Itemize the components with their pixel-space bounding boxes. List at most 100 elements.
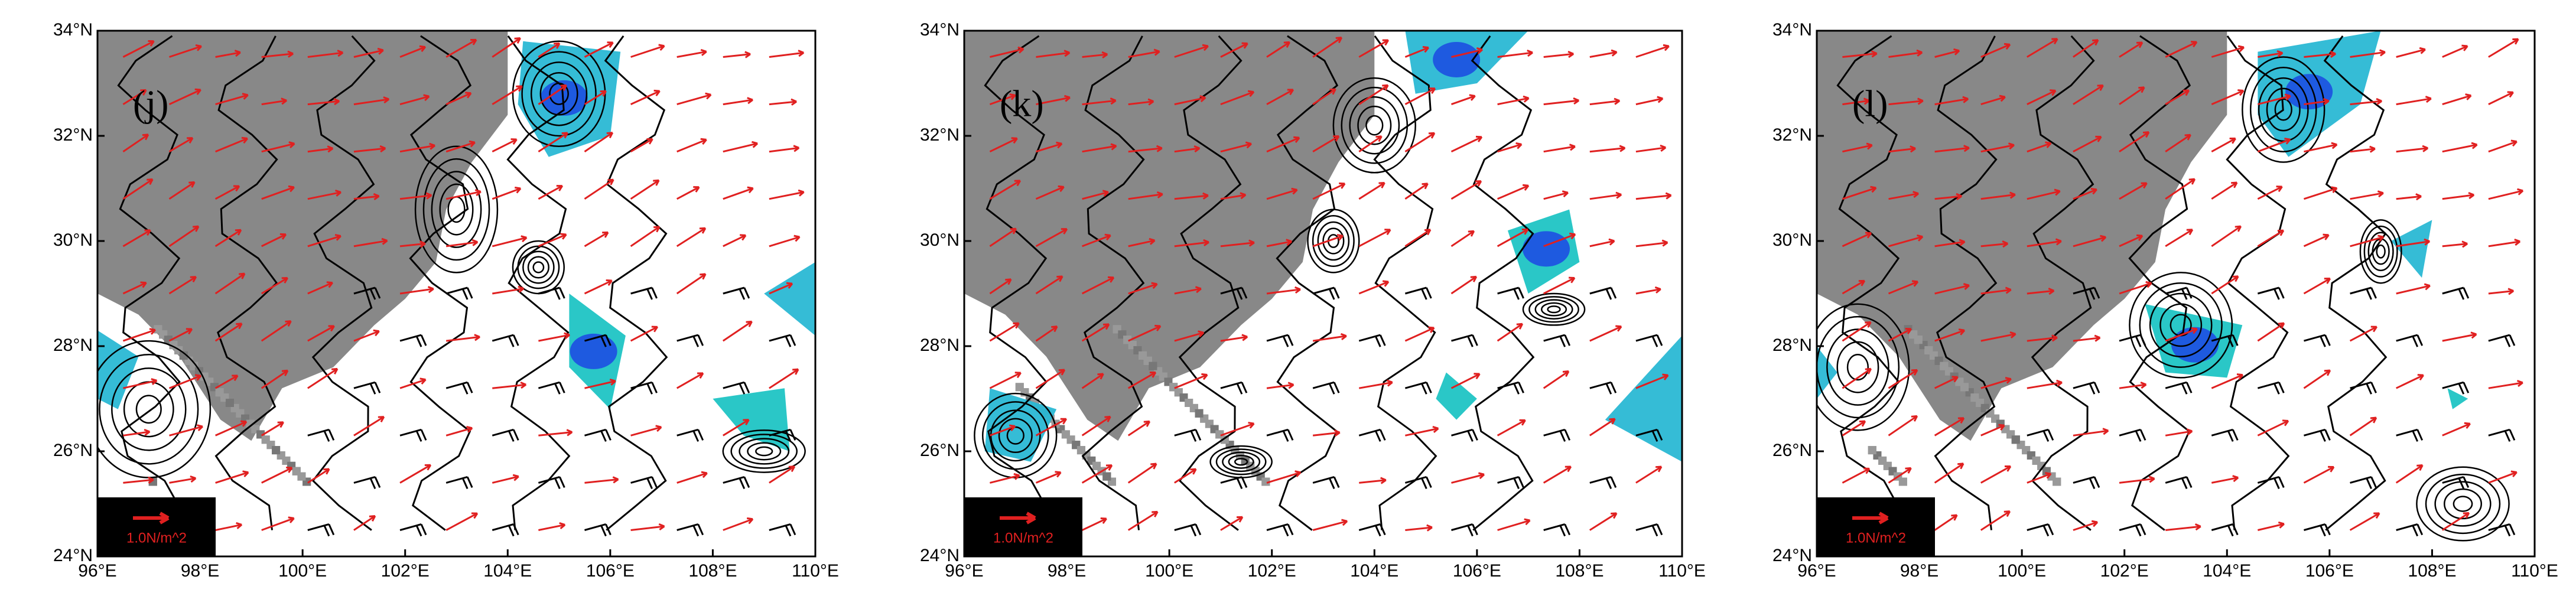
stress-arrow <box>2211 275 2239 295</box>
stress-arrow <box>2073 188 2097 200</box>
stress-arrow <box>1980 286 2012 295</box>
stress-arrow <box>2257 185 2283 200</box>
contour <box>755 446 773 457</box>
stress-arrow <box>2488 288 2515 295</box>
stress-arrow <box>122 328 156 342</box>
boundary <box>311 35 376 531</box>
boundary <box>2031 35 2095 531</box>
contour <box>1357 105 1392 145</box>
lon-tick-label: 108°E <box>2408 561 2456 581</box>
stress-arrow <box>261 233 287 247</box>
stress-arrow <box>261 421 284 437</box>
stress-arrow <box>1358 181 1385 200</box>
contour <box>974 392 1058 478</box>
stress-arrow <box>989 180 1022 200</box>
wind-barb <box>2246 474 2284 489</box>
contour <box>722 429 806 473</box>
stress-arrow <box>584 41 614 58</box>
wind-barb <box>341 474 380 489</box>
stress-arrow <box>261 97 288 106</box>
stress-arrow <box>1220 90 1255 106</box>
wind-barb <box>1624 521 1662 536</box>
stress-arrow <box>1174 192 1209 200</box>
contour <box>2367 232 2394 272</box>
stress-arrow <box>353 145 386 153</box>
stress-arrow <box>1220 42 1248 58</box>
stress-arrow <box>1035 418 1068 437</box>
stress-arrow <box>307 190 341 200</box>
lon-tick-label: 104°E <box>483 561 532 581</box>
wind-barb <box>1439 332 1478 347</box>
stress-arrow <box>769 189 805 200</box>
lat-tick-label: 34°N <box>1772 20 1812 40</box>
boundary <box>214 35 278 530</box>
wind-barb <box>757 521 795 536</box>
stress-arrow <box>989 322 1020 342</box>
contour <box>2444 488 2482 520</box>
stress-arrow <box>1450 135 1483 153</box>
stress-arrow <box>123 476 154 484</box>
lon-tick-label: 96°E <box>78 561 116 581</box>
lat-tick-label: 34°N <box>53 20 93 40</box>
stress-arrow <box>630 89 661 105</box>
stress-arrow <box>2165 41 2198 58</box>
frame <box>963 30 1683 558</box>
stress-arrow <box>1128 191 1163 200</box>
stress-arrow <box>1842 97 1870 106</box>
stress-arrow <box>2027 141 2052 153</box>
stress-arrow <box>168 276 197 295</box>
stress-arrow <box>122 89 147 105</box>
contour <box>2359 219 2402 284</box>
stress-arrow <box>1266 239 1293 247</box>
stress-arrow <box>1934 239 1966 247</box>
boundary <box>409 35 472 531</box>
stress-arrow <box>261 320 292 342</box>
stress-arrow <box>2488 380 2523 389</box>
stress-arrow <box>261 276 288 295</box>
shading <box>1605 336 1682 462</box>
stress-arrow <box>584 231 609 247</box>
wind-barb <box>1162 521 1201 536</box>
contour <box>1307 209 1360 273</box>
stress-arrow <box>2396 145 2429 153</box>
stress-arrow <box>445 512 479 531</box>
stress-arrow <box>2165 133 2191 152</box>
contour <box>1222 451 1261 473</box>
stress-arrow <box>445 239 479 247</box>
contour <box>1317 221 1350 261</box>
stress-arrow <box>989 137 1018 153</box>
terrain-pixel <box>1102 472 1111 481</box>
stress-arrow <box>2303 465 2335 484</box>
stress-arrow <box>492 187 522 200</box>
map-content <box>964 31 1682 536</box>
stress-arrow <box>1082 190 1109 200</box>
stress-arrow <box>1450 94 1476 106</box>
stress-arrow <box>2165 178 2196 200</box>
stress-arrow <box>2257 93 2291 106</box>
contour <box>1534 299 1573 320</box>
wind-barb <box>2384 521 2422 536</box>
terrain-pixel <box>1195 409 1204 418</box>
stress-arrow <box>2027 238 2062 247</box>
stress-arrow <box>399 286 434 295</box>
stress-arrow <box>2488 188 2524 200</box>
stress-arrow <box>1635 192 1672 200</box>
stress-arrow <box>1980 424 2005 437</box>
stress-arrow <box>1980 465 2012 484</box>
stress-arrow <box>1220 334 1248 342</box>
stress-arrow <box>2488 470 2518 484</box>
stress-arrow <box>1405 426 1439 437</box>
stress-arrow <box>1497 184 1530 200</box>
stress-arrow <box>1358 84 1389 105</box>
stress-arrow <box>584 132 614 152</box>
contour <box>1322 227 1345 255</box>
wind-barb <box>2338 379 2376 395</box>
stress-arrow <box>2211 137 2236 153</box>
stress-arrow <box>1035 185 1065 200</box>
lon-tick-label: 110°E <box>1658 561 1706 581</box>
contour <box>981 401 1049 470</box>
stress-arrow <box>2442 331 2477 342</box>
stress-arrow <box>2165 327 2198 342</box>
lon-tick-label: 98°E <box>181 561 219 581</box>
stress-arrow <box>769 50 805 58</box>
